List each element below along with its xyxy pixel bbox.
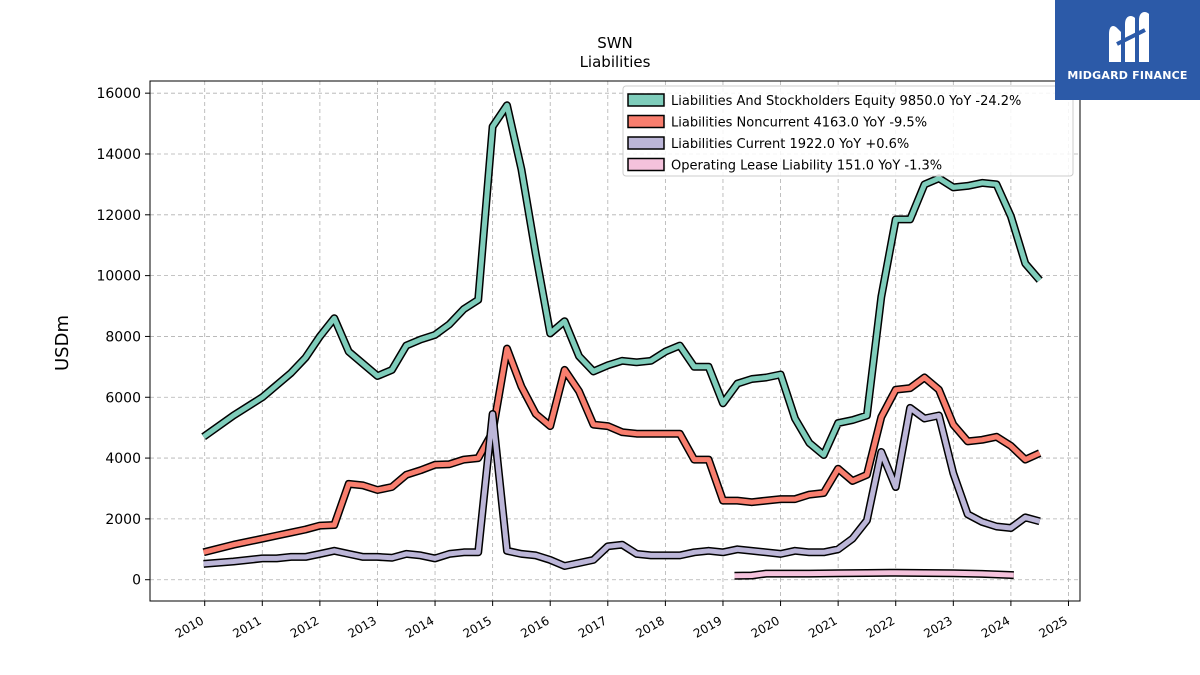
x-tick-label: 2023 — [921, 613, 954, 640]
y-tick-label: 8000 — [105, 329, 141, 345]
legend-box — [622, 85, 1074, 177]
x-tick-label: 2022 — [864, 613, 897, 640]
y-tick-label: 4000 — [105, 451, 141, 467]
brand-logo: MIDGARD FINANCE — [1055, 0, 1200, 100]
x-tick-label: 2025 — [1037, 613, 1070, 640]
x-tick-label: 2021 — [806, 613, 839, 640]
series-line-3 — [734, 570, 1014, 579]
x-tick-label: 2015 — [461, 613, 494, 640]
x-tick-label: 2010 — [173, 613, 206, 640]
series-outline-1 — [202, 344, 1042, 557]
logo-text: MIDGARD FINANCE — [1067, 69, 1188, 82]
series-line-0 — [202, 102, 1042, 458]
legend-entry: Liabilities Current 1922.0 YoY +0.6% — [671, 137, 909, 152]
x-tick-label: 2017 — [576, 613, 609, 640]
y-tick-label: 0 — [132, 573, 141, 589]
x-tick-label: 2020 — [749, 613, 782, 640]
y-tick-label: 2000 — [105, 512, 141, 528]
y-tick-label: 6000 — [105, 390, 141, 406]
y-tick-label: 14000 — [96, 147, 141, 163]
plot-frame — [149, 80, 1081, 602]
legend-entry: Operating Lease Liability 151.0 YoY -1.3… — [671, 159, 942, 174]
x-tick-label: 2011 — [230, 613, 263, 640]
chart-subtitle: Liabilities — [580, 53, 651, 71]
legend-swatch — [627, 157, 665, 172]
legend-entry: Liabilities Noncurrent 4163.0 YoY -9.5% — [671, 116, 927, 131]
legend: Liabilities And Stockholders Equity 9850… — [622, 85, 1074, 177]
legend-swatch — [627, 136, 665, 150]
x-tick-label: 2018 — [633, 613, 666, 640]
x-tick-label: 2016 — [518, 613, 551, 640]
x-tick-label: 2012 — [288, 613, 321, 640]
legend-swatch — [627, 93, 665, 107]
series-line-1 — [202, 346, 1041, 555]
legend-entry: Liabilities And Stockholders Equity 9850… — [671, 94, 1021, 109]
x-tick-label: 2024 — [979, 613, 1012, 640]
x-tick-label: 2014 — [403, 613, 436, 640]
x-tick-label: 2013 — [346, 613, 379, 640]
x-tick-label: 2019 — [691, 613, 724, 640]
y-tick-label: 12000 — [96, 208, 141, 224]
y-axis-label: USDm — [52, 315, 73, 371]
legend-swatch — [627, 114, 665, 129]
y-tick-label: 10000 — [96, 269, 141, 285]
series-line-2 — [203, 405, 1041, 569]
chart-title: SWN — [597, 34, 633, 52]
series-layer — [201, 101, 1043, 580]
logo-mark-icon — [1109, 12, 1149, 62]
y-tick-label: 16000 — [96, 86, 141, 102]
